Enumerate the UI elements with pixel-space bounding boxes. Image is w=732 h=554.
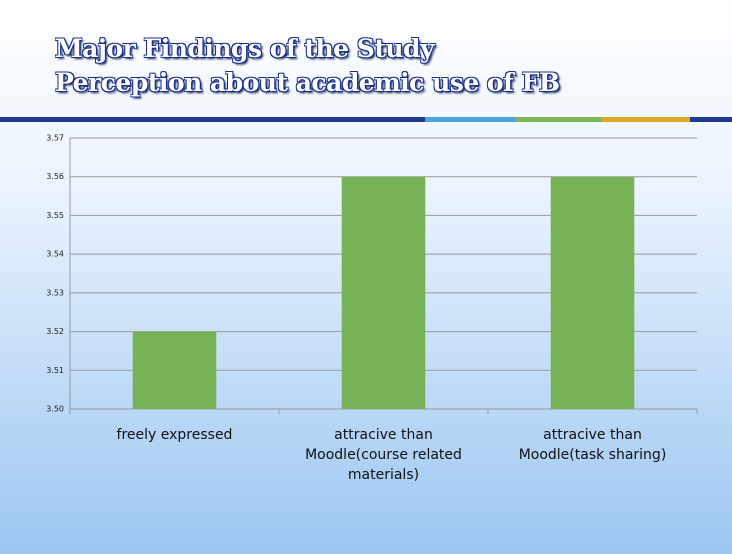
y-tick-label: 3.57 (46, 134, 64, 143)
y-tick-label: 3.56 (46, 172, 64, 181)
bar (341, 176, 426, 409)
y-tick-label: 3.51 (46, 366, 64, 375)
divider (425, 117, 515, 122)
y-tick-label: 3.53 (46, 288, 64, 297)
bar (550, 176, 635, 409)
divider (515, 117, 602, 122)
x-tick-label: attracive than Moodle(course related mat… (305, 427, 462, 483)
divider (0, 117, 425, 122)
x-tick-label: attracive than Moodle(task sharing) (518, 427, 667, 463)
slide-subtitle: Perception about academic use of FB (55, 68, 560, 97)
y-tick-label: 3.54 (46, 250, 64, 259)
y-tick-label: 3.50 (46, 405, 64, 414)
y-tick-label: 3.55 (46, 211, 64, 220)
slide-title: Major Findings of the Study (55, 34, 435, 63)
divider (690, 117, 732, 122)
x-tick-label: freely expressed (116, 427, 233, 443)
y-tick-label: 3.52 (46, 327, 64, 336)
bar (132, 331, 217, 409)
divider (602, 117, 690, 122)
